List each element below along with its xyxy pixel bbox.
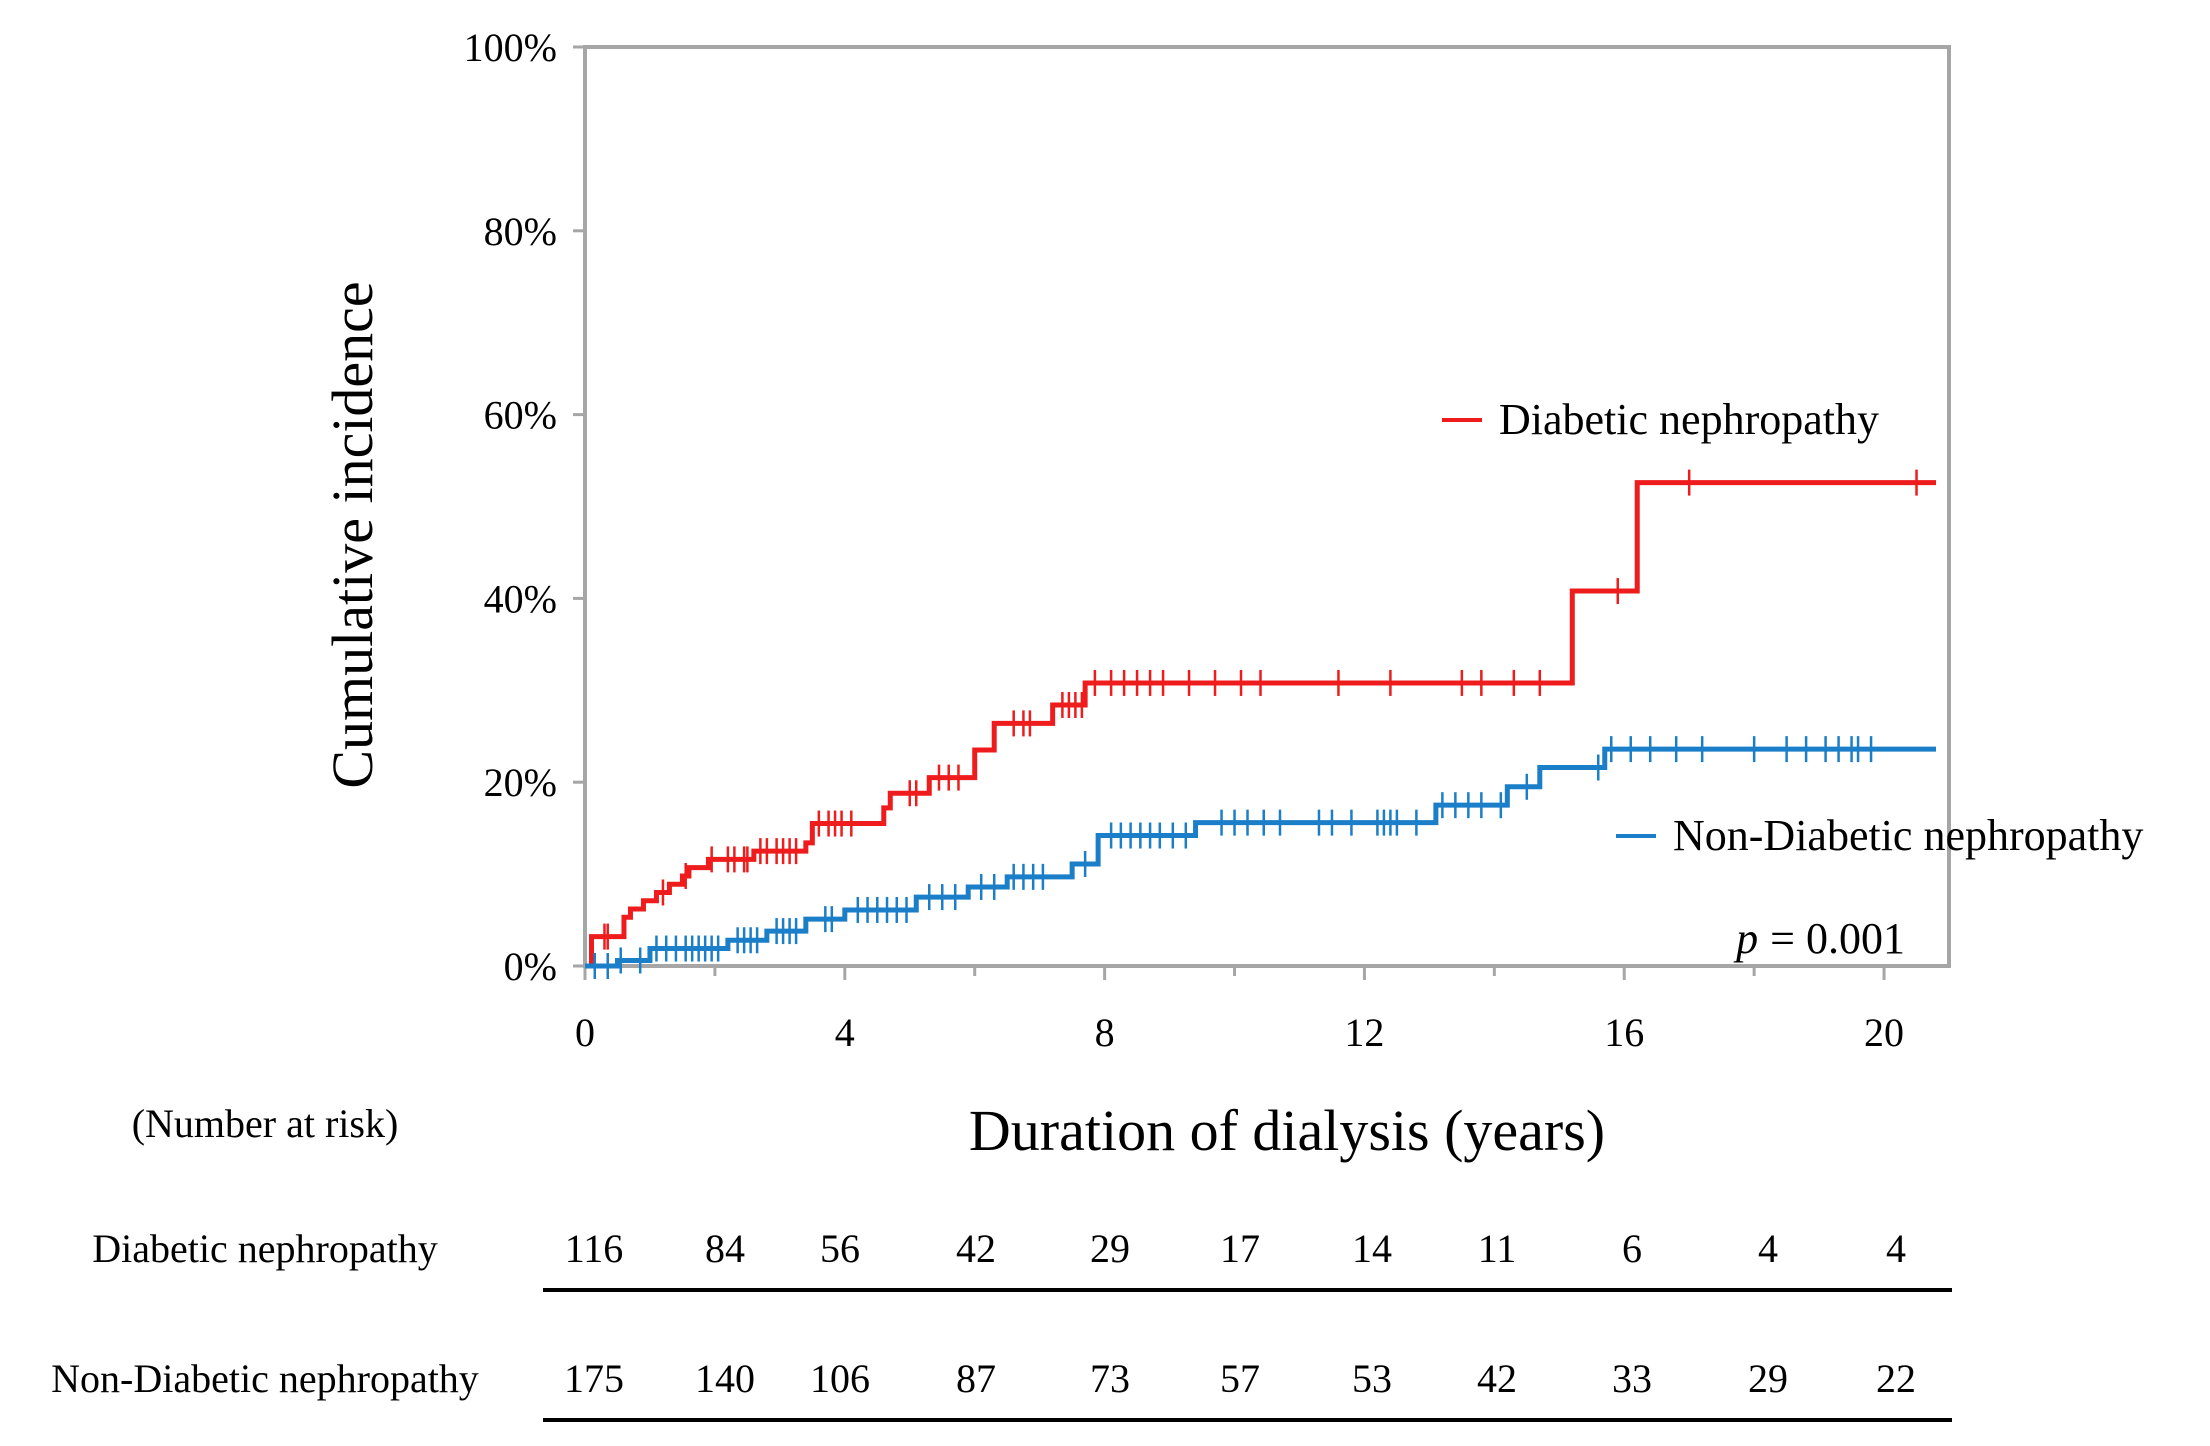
y-tick-label: 60% <box>484 393 557 438</box>
series-line-diabetic <box>585 480 1937 969</box>
risk-value: 17 <box>1220 1226 1260 1271</box>
censor-marks <box>593 469 1918 979</box>
legend-label-non-diabetic: Non-Diabetic nephropathy <box>1673 811 2143 860</box>
x-tick-label: 16 <box>1604 1010 1644 1055</box>
risk-value: 57 <box>1220 1356 1260 1401</box>
p-value-annotation: p = 0.001 <box>1733 914 1905 963</box>
series-line-non-diabetic <box>585 746 1937 969</box>
plot-frame <box>583 45 1951 968</box>
risk-value: 73 <box>1090 1356 1130 1401</box>
y-tick-label: 40% <box>484 576 557 621</box>
risk-value: 42 <box>956 1226 996 1271</box>
risk-value: 29 <box>1090 1226 1130 1271</box>
legend-label-diabetic: Diabetic nephropathy <box>1499 395 1879 444</box>
legend: Diabetic nephropathy Non-Diabetic nephro… <box>1442 395 2143 860</box>
risk-value: 29 <box>1748 1356 1788 1401</box>
risk-value: 56 <box>820 1226 860 1271</box>
risk-value: 4 <box>1886 1226 1906 1271</box>
risk-value: 14 <box>1352 1226 1392 1271</box>
x-tick-label: 4 <box>835 1010 855 1055</box>
x-tick-label: 12 <box>1344 1010 1384 1055</box>
x-axis-title: Duration of dialysis (years) <box>969 1098 1605 1163</box>
risk-value: 53 <box>1352 1356 1392 1401</box>
number-at-risk-table: Diabetic nephropathy 116 84 56 42 29 17 14 11 6 4 4… <box>51 1226 1952 1422</box>
y-tick-label: 20% <box>484 760 557 805</box>
risk-value: 6 <box>1622 1226 1642 1271</box>
risk-value: 116 <box>565 1226 624 1271</box>
series-layer <box>585 480 1937 969</box>
y-tick-label: 80% <box>484 209 557 254</box>
risk-value: 87 <box>956 1356 996 1401</box>
risk-value: 4 <box>1758 1226 1778 1271</box>
x-axis-ticks: 0 4 8 12 16 20 <box>575 966 1904 1055</box>
number-at-risk-heading: (Number at risk) <box>132 1101 399 1146</box>
y-tick-label: 100% <box>464 25 557 70</box>
risk-value: 106 <box>810 1356 870 1401</box>
risk-value: 175 <box>564 1356 624 1401</box>
risk-value: 33 <box>1612 1356 1652 1401</box>
risk-value: 22 <box>1876 1356 1916 1401</box>
y-tick-label: 0% <box>504 944 557 989</box>
p-value-text: = 0.001 <box>1770 914 1905 963</box>
risk-value: 140 <box>695 1356 755 1401</box>
x-tick-label: 20 <box>1864 1010 1904 1055</box>
y-axis-ticks: 0% 20% 40% 60% 80% 100% <box>464 25 585 989</box>
risk-row-label: Diabetic nephropathy <box>92 1226 437 1271</box>
p-value-symbol: p <box>1733 914 1758 963</box>
risk-value: 11 <box>1478 1226 1517 1271</box>
x-tick-label: 8 <box>1095 1010 1115 1055</box>
y-axis-title: Cumulative incidence <box>320 281 385 788</box>
x-tick-label: 0 <box>575 1010 595 1055</box>
risk-row-label: Non-Diabetic nephropathy <box>51 1356 479 1401</box>
risk-value: 42 <box>1477 1356 1517 1401</box>
risk-value: 84 <box>705 1226 745 1271</box>
